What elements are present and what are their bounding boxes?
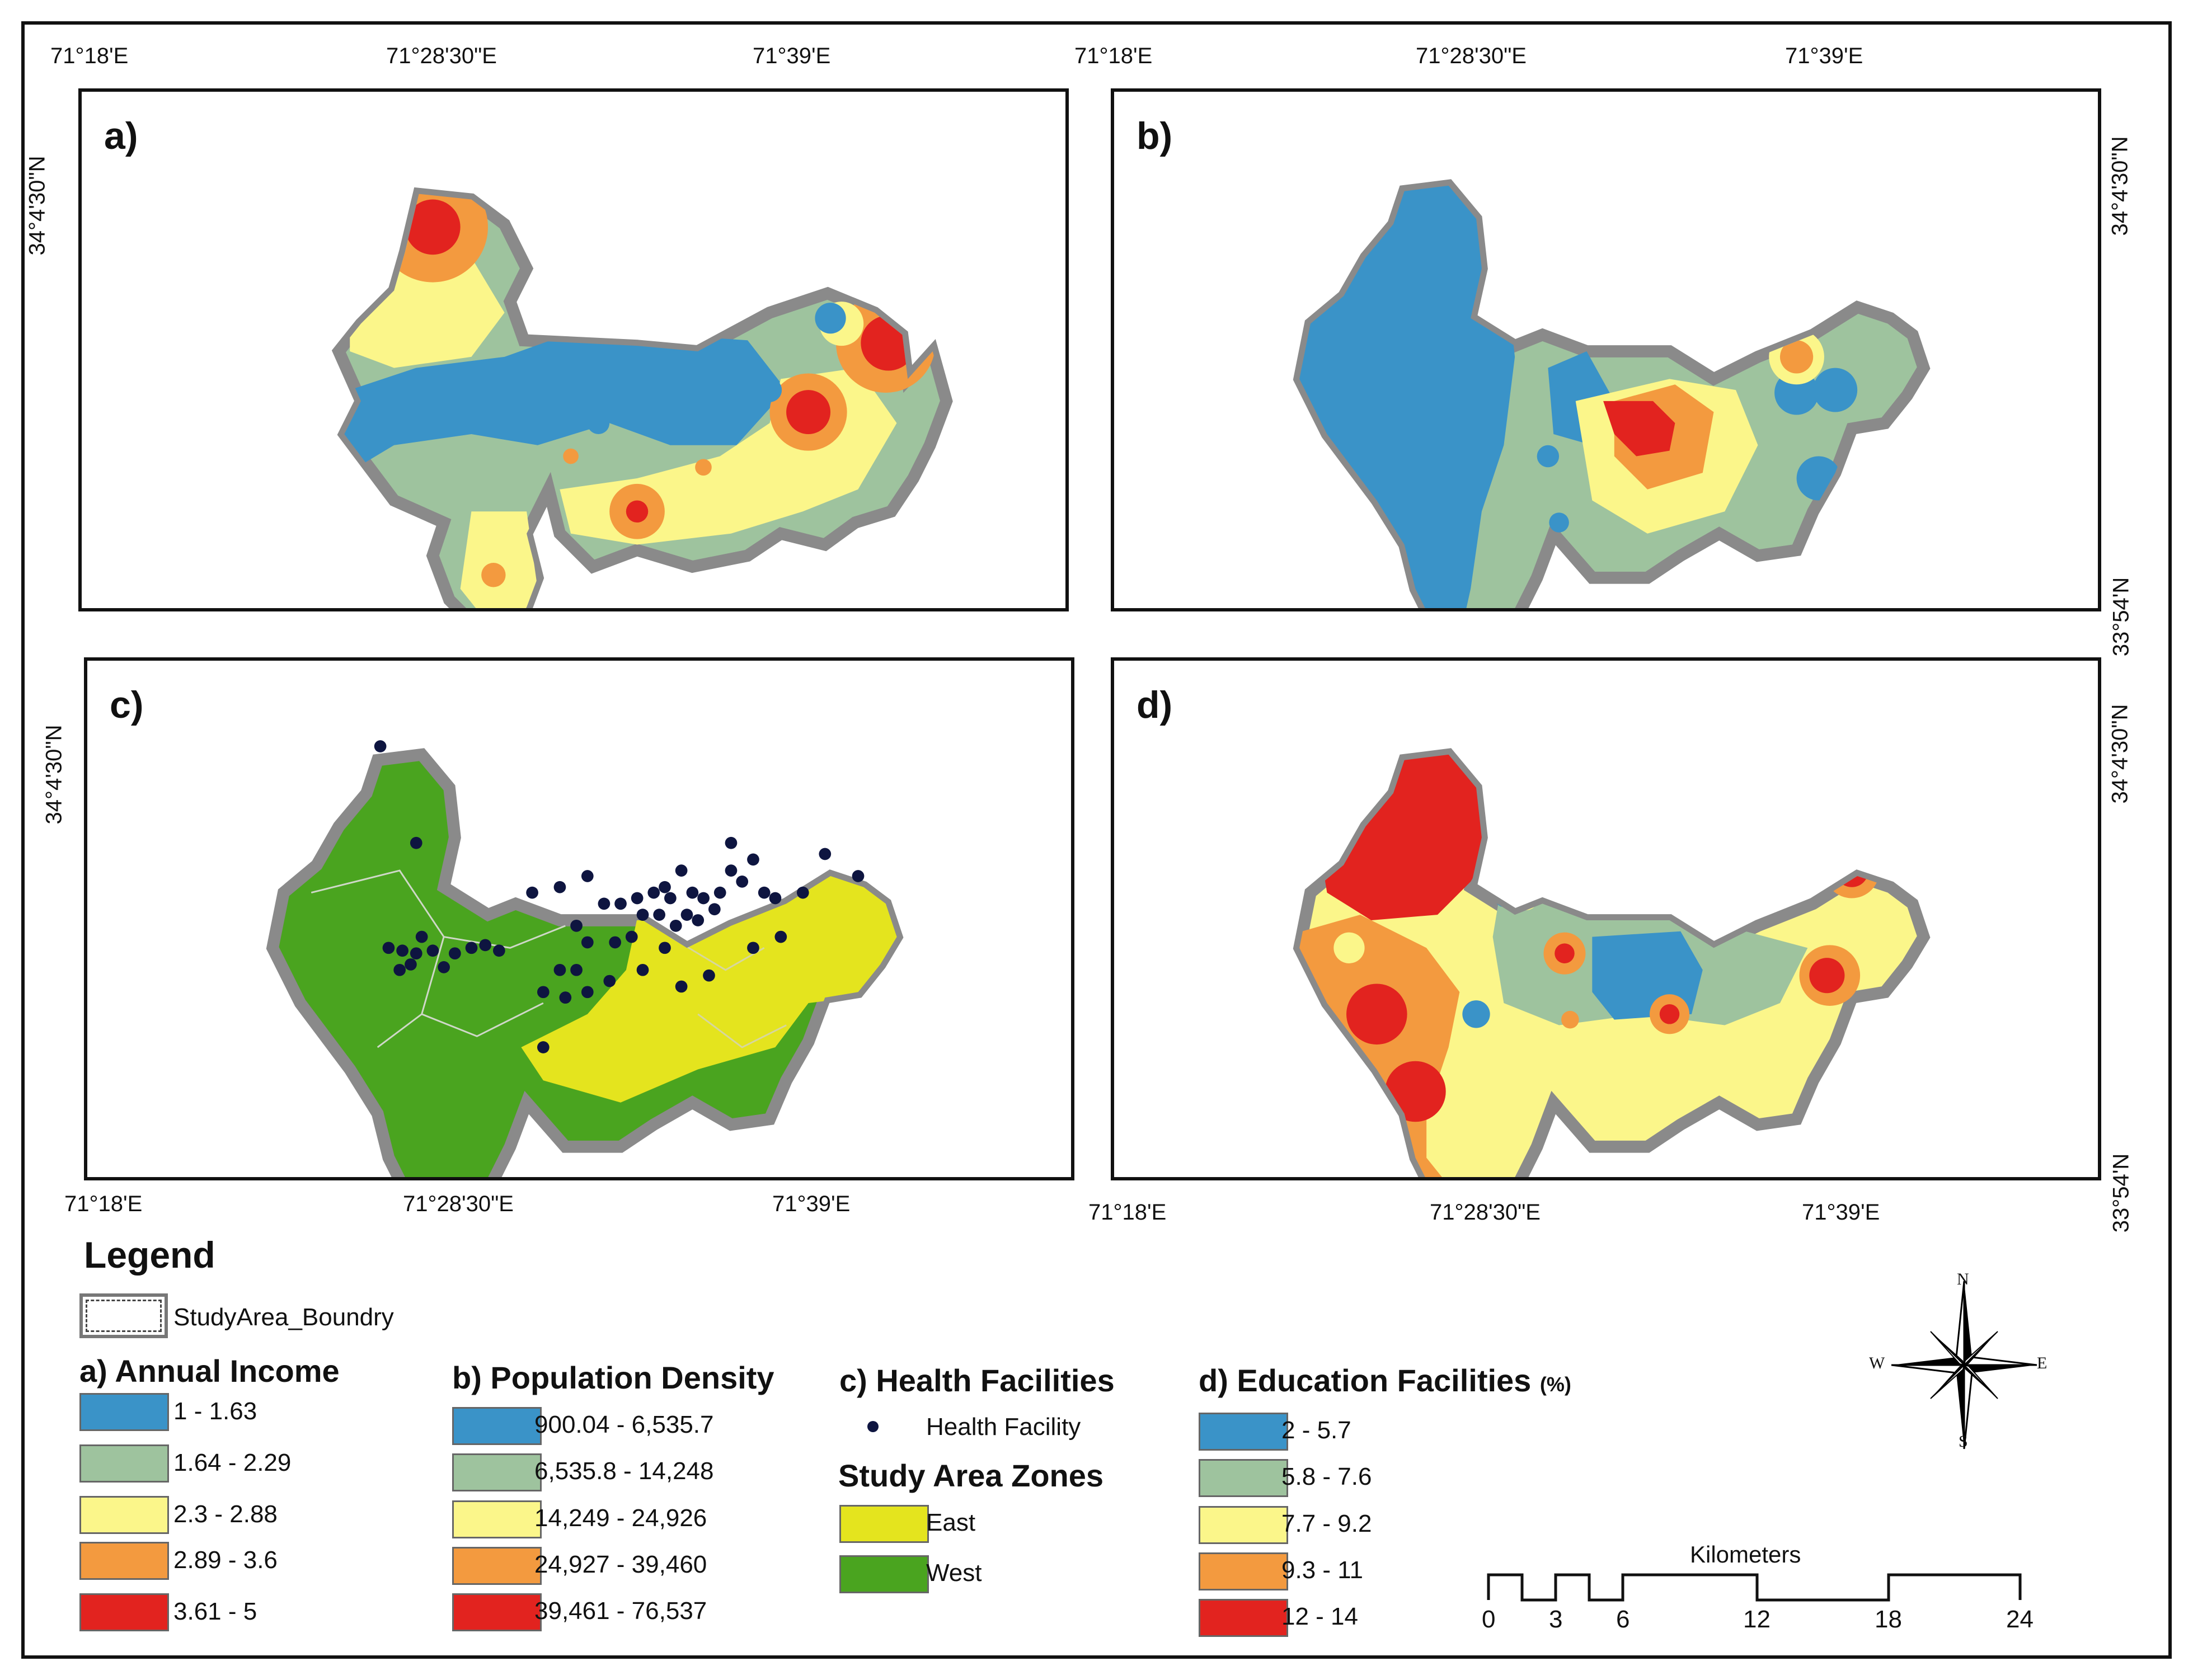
scalebar-title: Kilometers (1690, 1541, 1801, 1568)
panel-label-a: a) (104, 115, 138, 157)
legend-title: Legend (84, 1234, 215, 1276)
education-facilities-surface (1114, 661, 2098, 1177)
lon-tick-top-b-west: 71°18'E (1074, 44, 1153, 68)
income-legend-title: a) Annual Income (79, 1353, 340, 1389)
boundary-swatch (79, 1293, 168, 1338)
scale-tick-18: 18 (1875, 1606, 1902, 1633)
lon-tick-bottom-d-west: 71°18'E (1088, 1200, 1167, 1225)
lat-tick-right-b-north: 34°4'30"N (2107, 136, 2133, 236)
zone-swatch-west (839, 1555, 929, 1593)
map-panel-b: b) (1111, 88, 2101, 611)
map-panel-d: d) (1111, 657, 2101, 1180)
health-legend-title: c) Health Facilities (839, 1363, 1115, 1398)
income-label-4: 2.89 - 3.6 (173, 1546, 278, 1574)
map-panel-a: a) (78, 88, 1069, 611)
income-label-5: 3.61 - 5 (173, 1598, 257, 1625)
lat-tick-left-c: 34°4'30"N (41, 724, 67, 825)
density-swatch-2 (452, 1453, 542, 1491)
education-swatch-4 (1199, 1552, 1288, 1590)
health-facility-label: Health Facility (926, 1413, 1081, 1441)
income-swatch-5 (79, 1593, 169, 1631)
education-swatch-3 (1199, 1506, 1288, 1544)
lon-tick-bottom-c-west: 71°18'E (64, 1192, 143, 1216)
education-label-5: 12 - 14 (1281, 1603, 1358, 1630)
education-label-1: 2 - 5.7 (1281, 1417, 1351, 1444)
compass-e: E (2037, 1354, 2048, 1372)
boundary-label: StudyArea_Boundry (173, 1303, 394, 1331)
map-panel-c: c) (84, 657, 1074, 1180)
density-label-1: 900.04 - 6,535.7 (534, 1411, 714, 1438)
scale-tick-0: 0 (1482, 1606, 1496, 1633)
population-density-surface (1114, 92, 2098, 608)
health-facilities-map (87, 740, 1071, 1177)
income-swatch-2 (79, 1444, 169, 1483)
lon-tick-top-b-mid: 71°28'30"E (1416, 44, 1527, 68)
density-swatch-4 (452, 1547, 542, 1585)
compass-w: W (1869, 1354, 1885, 1372)
lat-tick-right-d-south: 33°54'N (2109, 1153, 2134, 1233)
zone-label-east: East (926, 1509, 976, 1536)
income-label-2: 1.64 - 2.29 (173, 1449, 292, 1476)
density-swatch-3 (452, 1500, 542, 1538)
zones-legend-title: Study Area Zones (838, 1458, 1104, 1493)
education-swatch-2 (1199, 1459, 1288, 1497)
lon-tick-bottom-d-east: 71°39'E (1802, 1200, 1880, 1225)
density-legend-title: b) Population Density (452, 1360, 774, 1395)
scale-tick-3: 3 (1549, 1606, 1563, 1633)
scale-tick-24: 24 (2006, 1606, 2034, 1633)
health-facility-points (374, 740, 865, 1053)
zone-label-west: West (926, 1559, 982, 1587)
density-label-2: 6,535.8 - 14,248 (534, 1457, 714, 1485)
education-swatch-5 (1199, 1599, 1288, 1637)
education-label-4: 9.3 - 11 (1281, 1556, 1363, 1584)
lat-tick-right-b-south: 33°54'N (2109, 577, 2134, 657)
income-label-1: 1 - 1.63 (173, 1397, 257, 1425)
lon-tick-bottom-d-mid: 71°28'30"E (1430, 1200, 1541, 1225)
lon-tick-bottom-c-mid: 71°28'30"E (403, 1192, 514, 1216)
annual-income-surface (82, 92, 1065, 608)
north-arrow-compass-icon (1891, 1281, 2037, 1450)
income-swatch-4 (79, 1542, 169, 1580)
education-label-3: 7.7 - 9.2 (1281, 1510, 1372, 1537)
lon-tick-top-a-west: 71°18'E (50, 44, 129, 68)
health-facility-dot-icon (867, 1421, 879, 1432)
density-label-5: 39,461 - 76,537 (534, 1597, 707, 1625)
lat-tick-left-a: 34°4'30"N (25, 156, 50, 256)
density-label-4: 24,927 - 39,460 (534, 1551, 707, 1578)
income-label-3: 2.3 - 2.88 (173, 1500, 278, 1528)
lon-tick-top-a-mid: 71°28'30"E (386, 44, 497, 68)
compass-s: S (1959, 1432, 1968, 1451)
lon-tick-top-a-east: 71°39'E (753, 44, 831, 68)
density-swatch-1 (452, 1407, 542, 1445)
lon-tick-top-b-east: 71°39'E (1785, 44, 1863, 68)
lat-tick-right-d-north: 34°4'30"N (2107, 704, 2133, 804)
income-swatch-1 (79, 1393, 169, 1431)
scalebar (1487, 1573, 2022, 1602)
density-swatch-5 (452, 1593, 542, 1631)
education-legend-title: d) Education Facilities (%) (1199, 1363, 1571, 1398)
zone-swatch-east (839, 1505, 929, 1543)
scale-tick-6: 6 (1616, 1606, 1630, 1633)
panel-label-d: d) (1137, 684, 1173, 726)
income-swatch-3 (79, 1496, 169, 1534)
lon-tick-bottom-c-east: 71°39'E (772, 1192, 851, 1216)
panel-label-c: c) (110, 684, 144, 726)
scale-tick-12: 12 (1743, 1606, 1771, 1633)
figure-frame (21, 21, 2172, 1659)
education-label-2: 5.8 - 7.6 (1281, 1463, 1372, 1490)
density-label-3: 14,249 - 24,926 (534, 1504, 707, 1532)
compass-n: N (1957, 1270, 1969, 1288)
education-swatch-1 (1199, 1413, 1288, 1451)
education-unit: (%) (1539, 1373, 1571, 1396)
panel-label-b: b) (1137, 115, 1173, 157)
